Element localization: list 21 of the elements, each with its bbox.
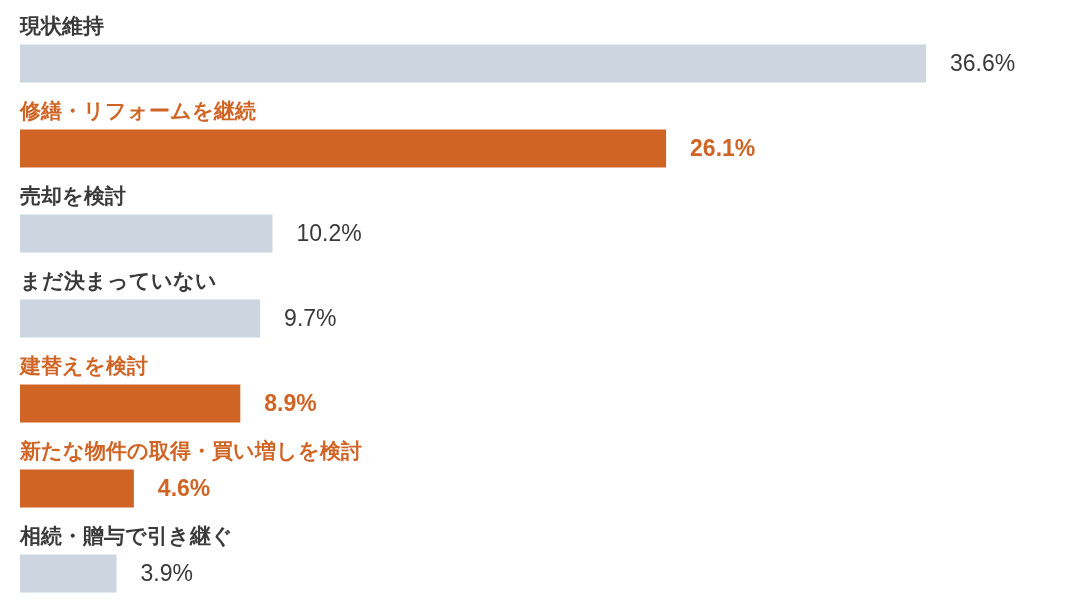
bar: [20, 299, 261, 338]
data-label: 9.7%: [284, 304, 337, 331]
y-tick-label: 売却を検討: [20, 184, 126, 207]
y-tick-label: まだ決まっていない: [20, 269, 217, 293]
bar: [20, 214, 273, 253]
data-label: 36.6%: [950, 49, 1016, 76]
bar: [20, 384, 241, 423]
y-tick-label: 建替えを検討: [18, 354, 148, 377]
bar: [20, 554, 117, 593]
bar: [20, 44, 926, 83]
data-label: 10.2%: [296, 219, 362, 246]
data-label: 8.9%: [264, 389, 317, 416]
y-tick-label: 相続・贈与で引き継ぐ: [19, 524, 233, 548]
bar: [20, 129, 667, 168]
bar: [20, 469, 134, 508]
y-tick-label: 現状維持: [19, 14, 104, 37]
data-label: 4.6%: [157, 474, 211, 501]
y-tick-label: 新たな物件の取得・買い増しを検討: [19, 439, 362, 463]
data-label: 3.9%: [140, 559, 193, 586]
data-label: 26.1%: [690, 134, 756, 161]
y-tick-label: 修繕・リフォームを継続: [19, 99, 256, 122]
